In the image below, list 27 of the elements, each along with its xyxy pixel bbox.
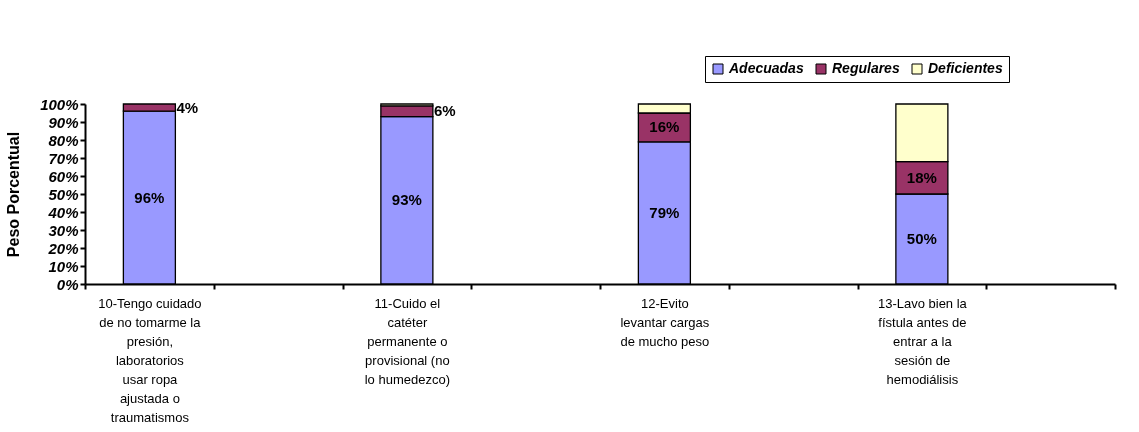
x-tick-label: 13-Lavo bien la fístula antes de entrar a la sesión de hemodiálisis xyxy=(877,295,968,387)
y-tick-label: 20% xyxy=(47,239,79,257)
y-tick-label: 90% xyxy=(48,113,79,131)
data-label: 96% xyxy=(134,188,165,206)
y-tick-label: 100% xyxy=(40,95,79,113)
data-label: 79% xyxy=(649,203,680,221)
x-tick-label: 11-Cuido el catéter permanente o provisional (no lo humedezco) xyxy=(364,295,451,387)
data-label: 6% xyxy=(433,102,456,120)
x-tick-label: 12-Evito levantar cargas de mucho peso xyxy=(620,295,710,349)
data-label: 16% xyxy=(649,118,680,136)
legend-label: Deficientes xyxy=(928,60,1003,76)
y-tick-label: 0% xyxy=(56,275,79,293)
y-tick-label: 30% xyxy=(48,221,79,239)
y-tick-label: 60% xyxy=(48,167,79,185)
y-tick-label: 40% xyxy=(47,203,79,221)
y-tick-label: 70% xyxy=(48,149,79,167)
x-tick-label: 10-Tengo cuidado de no tomarme la presión, laboratorios usar ropa ajustada o traumatismos xyxy=(98,295,202,425)
data-label: 4% xyxy=(176,98,199,116)
legend-label: Adecuadas xyxy=(728,60,804,76)
y-tick-label: 10% xyxy=(48,257,79,275)
legend-label: Regulares xyxy=(832,60,900,76)
y-tick-label: 80% xyxy=(48,131,79,149)
y-tick-label: 50% xyxy=(48,185,79,203)
y-axis-title: Peso Porcentual xyxy=(5,131,23,258)
data-label: 18% xyxy=(906,168,937,186)
data-label: 50% xyxy=(906,230,937,247)
data-label: 93% xyxy=(391,191,422,209)
